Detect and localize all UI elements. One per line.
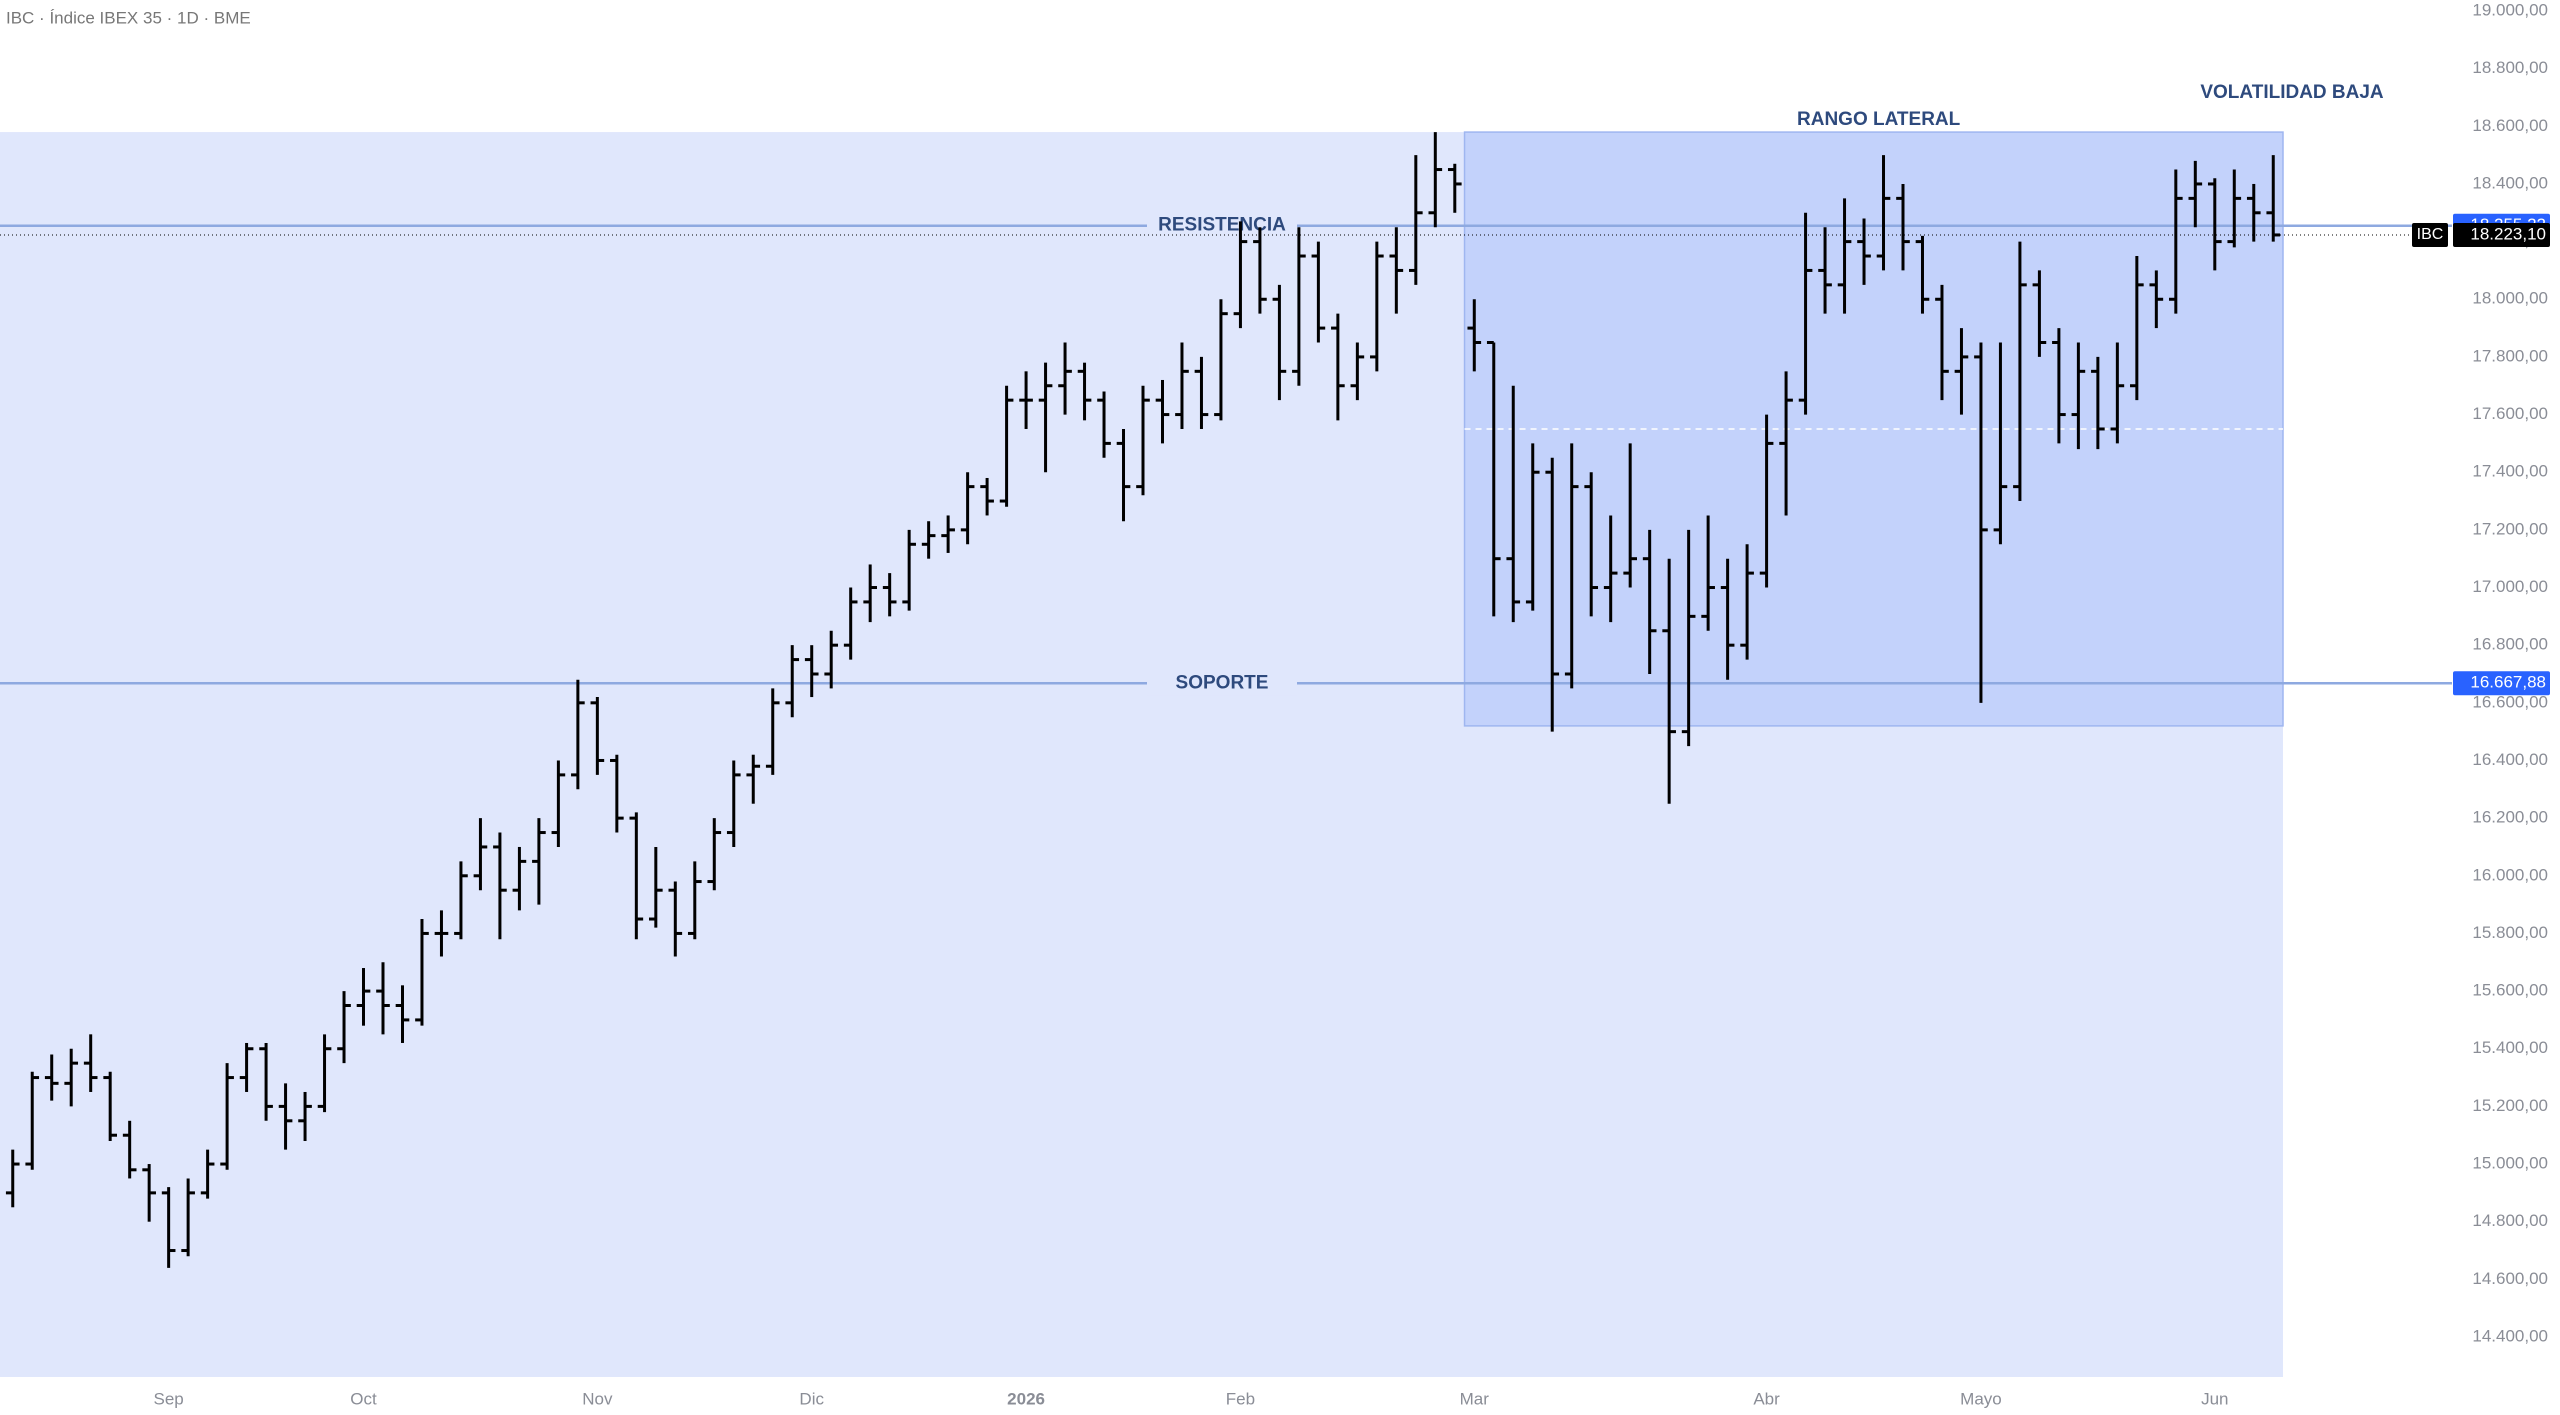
y-tick-label: 16.200,00 — [2472, 808, 2548, 827]
y-tick-label: 14.400,00 — [2472, 1326, 2548, 1345]
y-tick-label: 18.400,00 — [2472, 173, 2548, 192]
level-label-bg — [1147, 213, 1297, 238]
y-tick-label: 19.000,00 — [2472, 0, 2548, 19]
y-tick-label: 18.000,00 — [2472, 289, 2548, 308]
last-price-box — [2453, 222, 2550, 247]
y-tick-label: 17.200,00 — [2472, 519, 2548, 538]
y-tick-label: 15.000,00 — [2472, 1154, 2548, 1173]
y-tick-label: 14.600,00 — [2472, 1269, 2548, 1288]
x-tick-label: Nov — [582, 1389, 613, 1408]
y-tick-label: 15.400,00 — [2472, 1038, 2548, 1057]
level-label: RESISTENCIA — [1158, 215, 1286, 236]
x-tick-label: Feb — [1226, 1389, 1255, 1408]
chart-title: IBC · Índice IBEX 35 · 1D · BME — [6, 8, 251, 27]
last-price: 18.223,10 — [2470, 224, 2546, 243]
y-tick-label: 16.400,00 — [2472, 750, 2548, 769]
y-tick-label: 16.800,00 — [2472, 635, 2548, 654]
x-tick-label: Mar — [1460, 1389, 1490, 1408]
level-label: SOPORTE — [1176, 672, 1269, 693]
y-tick-label: 15.200,00 — [2472, 1096, 2548, 1115]
range-label: RANGO LATERAL — [1797, 109, 1961, 130]
level-price: 16.667,88 — [2470, 673, 2546, 692]
last-price-symbol: IBC — [2417, 226, 2444, 243]
x-tick-label: Mayo — [1960, 1389, 2002, 1408]
y-tick-label: 15.600,00 — [2472, 981, 2548, 1000]
x-tick-label: Sep — [154, 1389, 184, 1408]
y-tick-label: 16.000,00 — [2472, 865, 2548, 884]
x-tick-label: Jun — [2201, 1389, 2228, 1408]
annotation: VOLATILIDAD BAJA — [2200, 82, 2384, 103]
x-tick-label: 2026 — [1007, 1389, 1045, 1408]
x-tick-label: Abr — [1753, 1389, 1780, 1408]
y-tick-label: 18.600,00 — [2472, 116, 2548, 135]
last-price-symbol-box — [2412, 222, 2448, 247]
y-tick-label: 14.800,00 — [2472, 1211, 2548, 1230]
y-tick-label: 17.400,00 — [2472, 462, 2548, 481]
level-price-box — [2453, 671, 2550, 696]
x-tick-label: Dic — [799, 1389, 824, 1408]
level-label-bg — [1147, 671, 1297, 696]
y-tick-label: 16.600,00 — [2472, 692, 2548, 711]
x-tick-label: Oct — [350, 1389, 377, 1408]
y-tick-label: 18.800,00 — [2472, 58, 2548, 77]
y-tick-label: 15.800,00 — [2472, 923, 2548, 942]
y-tick-label: 17.800,00 — [2472, 346, 2548, 365]
y-tick-label: 17.000,00 — [2472, 577, 2548, 596]
y-tick-label: 17.600,00 — [2472, 404, 2548, 423]
